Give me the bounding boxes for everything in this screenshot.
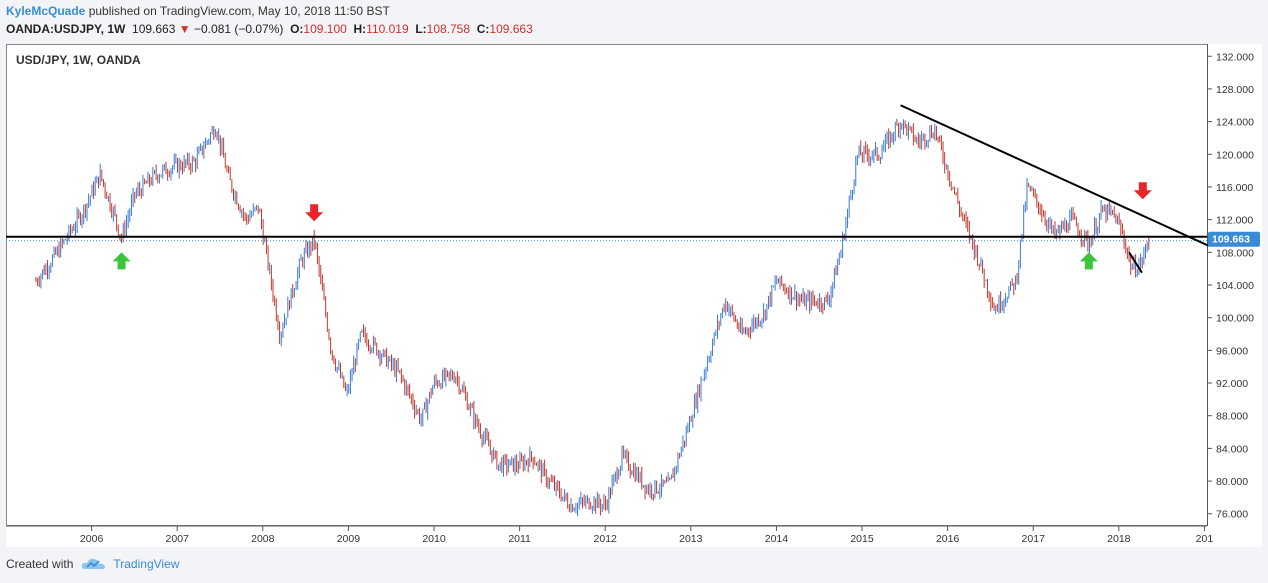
y-tick-label: 132.000 <box>1216 51 1254 63</box>
x-tick-label: 2006 <box>80 533 104 545</box>
price-badge-label: 109.663 <box>1212 234 1250 246</box>
y-tick-label: 112.000 <box>1216 215 1253 227</box>
change-value: −0.081 (−0.07%) <box>194 22 284 36</box>
close-value: 109.663 <box>489 22 533 36</box>
close-label: C: <box>476 22 490 36</box>
up-arrow-icon <box>1079 252 1098 270</box>
down-arrow-icon <box>305 204 324 222</box>
y-tick-label: 80.000 <box>1216 476 1248 488</box>
down-arrow-icon <box>1133 182 1152 200</box>
plot-frame <box>6 44 1208 526</box>
ohlc-line: OANDA:USDJPY, 1W 109.663 ▼ −0.081 (−0.07… <box>6 22 533 36</box>
high-label: H: <box>353 22 367 36</box>
x-tick-label: 2008 <box>251 533 275 545</box>
y-tick-label: 124.000 <box>1216 117 1254 129</box>
created-with-label: Created with <box>6 557 74 571</box>
x-tick-label: 201 <box>1196 533 1214 545</box>
y-axis: 132.000 128.000 124.000 120.000 116.000 112.0… <box>1207 51 1254 521</box>
y-tick-label: 120.000 <box>1216 149 1254 161</box>
y-tick-label: 88.000 <box>1216 411 1248 423</box>
publish-line: KyleMcQuade published on TradingView.com… <box>6 4 390 18</box>
x-tick-label: 2014 <box>765 533 789 545</box>
x-axis: 2006 2007 2008 2009 2010 2011 2012 2013 2014 2015… <box>6 525 1214 545</box>
price-badge: 109.663 <box>1208 231 1260 247</box>
tradingview-cloud-icon <box>82 558 106 569</box>
x-tick-label: 2010 <box>422 533 446 545</box>
y-tick-label: 76.000 <box>1216 509 1248 521</box>
y-tick-label: 108.000 <box>1216 247 1254 259</box>
last-price: 109.663 <box>132 22 176 36</box>
x-tick-label: 2013 <box>679 533 703 545</box>
resistance-trendline[interactable] <box>900 104 1210 247</box>
lines-layer <box>6 104 1210 274</box>
x-tick-label: 2007 <box>166 533 190 545</box>
author-link[interactable]: KyleMcQuade <box>6 4 86 18</box>
x-tick-label: 2012 <box>594 533 618 545</box>
short-trendline[interactable] <box>1128 251 1143 274</box>
change-down-icon: ▼ <box>178 22 191 36</box>
price-badge-bg <box>1208 231 1260 247</box>
x-tick-label: 2015 <box>850 533 874 545</box>
y-tick-label: 104.000 <box>1216 280 1254 292</box>
low-value: 108.758 <box>426 22 471 36</box>
low-label: L: <box>415 22 427 36</box>
high-value: 110.019 <box>366 22 409 36</box>
y-tick-label: 128.000 <box>1216 84 1254 96</box>
y-tick-label: 84.000 <box>1216 443 1248 455</box>
x-tick-label: 2011 <box>508 533 531 545</box>
chart-svg[interactable]: USD/JPY, 1W, OANDA 132.000 128.000 124.000… <box>6 44 1262 547</box>
y-tick-label: 92.000 <box>1216 378 1248 390</box>
open-value: 109.100 <box>303 22 347 36</box>
chart-area[interactable]: USD/JPY, 1W, OANDA 132.000 128.000 124.000… <box>6 44 1262 547</box>
markers-layer <box>112 182 1152 270</box>
tradingview-link[interactable]: TradingView <box>113 557 180 571</box>
up-arrow-icon <box>112 252 131 270</box>
candles-layer <box>35 118 1150 517</box>
x-tick-label: 2016 <box>936 533 960 545</box>
footer: Created with TradingView <box>6 557 179 571</box>
y-tick-label: 96.000 <box>1216 345 1248 357</box>
y-tick-label: 100.000 <box>1216 313 1254 325</box>
x-tick-label: 2017 <box>1022 533 1046 545</box>
published-text: published on TradingView.com, May 10, 20… <box>88 4 390 18</box>
x-tick-label: 2018 <box>1107 533 1131 545</box>
y-tick-label: 116.000 <box>1216 182 1253 194</box>
x-tick-label: 2009 <box>337 533 361 545</box>
symbol-label: OANDA:USDJPY, 1W <box>6 22 126 36</box>
chart-title: USD/JPY, 1W, OANDA <box>16 53 141 67</box>
open-label: O: <box>290 22 304 36</box>
